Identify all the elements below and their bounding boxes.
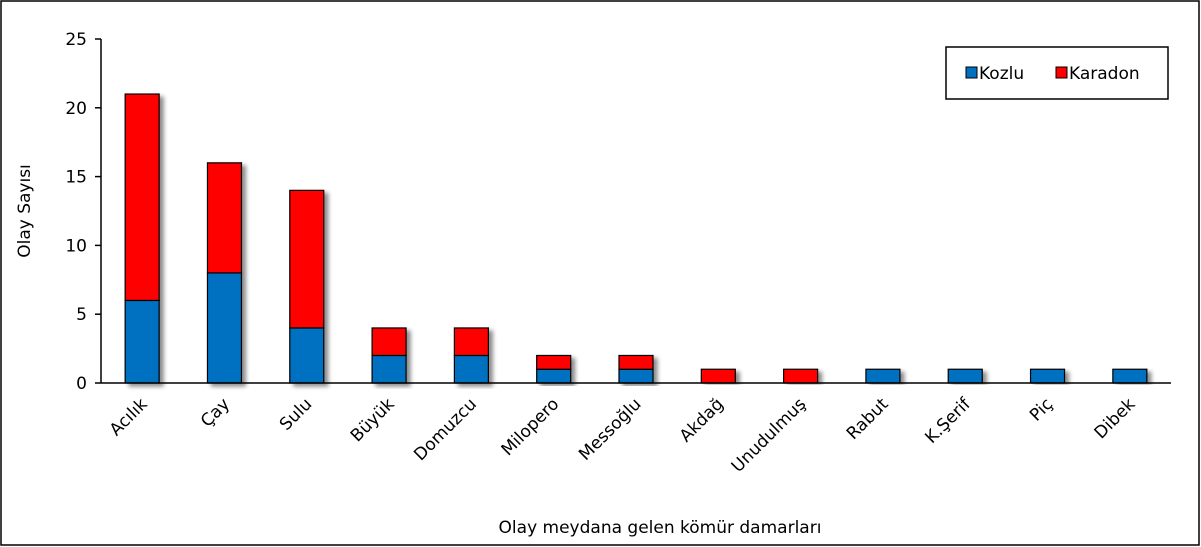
- bar-stack: [1029, 368, 1066, 384]
- bar: [206, 162, 243, 274]
- bar: [124, 93, 160, 302]
- bar: [289, 327, 325, 384]
- x-axis-title: Olay meydana gelen kömür damarları: [499, 518, 822, 538]
- bar: [783, 368, 819, 384]
- legend-label: Karadon: [1069, 64, 1140, 84]
- bar-stack: [536, 354, 572, 384]
- bar: [865, 368, 901, 384]
- bar-stack: [1112, 368, 1148, 384]
- y-tick-label: 15: [65, 168, 87, 188]
- bar: [1029, 368, 1066, 384]
- bar-stack: [289, 189, 325, 384]
- bar: [453, 327, 489, 357]
- bar-stack: [618, 354, 654, 384]
- bar: [536, 354, 572, 370]
- bar: [618, 354, 654, 370]
- bar: [1112, 368, 1148, 384]
- bar-stack: [947, 368, 983, 384]
- y-tick-label: 5: [76, 305, 87, 325]
- bar: [536, 368, 572, 384]
- bar: [206, 272, 243, 384]
- bar-stack: [371, 327, 407, 384]
- bar: [618, 368, 654, 384]
- y-axis-title: Olay Sayısı: [15, 164, 35, 258]
- y-tick-label: 0: [76, 374, 87, 394]
- bar-stack: [206, 162, 243, 384]
- bar-stack: [783, 368, 819, 384]
- bar: [453, 354, 489, 384]
- bar: [289, 189, 325, 329]
- bar: [700, 368, 736, 384]
- bar: [947, 368, 983, 384]
- bar-stack: [124, 93, 160, 384]
- legend-swatch: [965, 66, 978, 79]
- legend-swatch: [1055, 66, 1068, 79]
- bar-stack: [865, 368, 901, 384]
- bar: [124, 299, 160, 384]
- y-tick-label: 20: [65, 99, 87, 119]
- bar: [371, 327, 407, 357]
- bar-stack: [700, 368, 736, 384]
- y-tick-label: 10: [65, 236, 87, 256]
- bar: [371, 354, 407, 384]
- legend-label: Kozlu: [979, 64, 1024, 84]
- y-tick-label: 25: [65, 30, 87, 50]
- bar-stack: [453, 327, 489, 384]
